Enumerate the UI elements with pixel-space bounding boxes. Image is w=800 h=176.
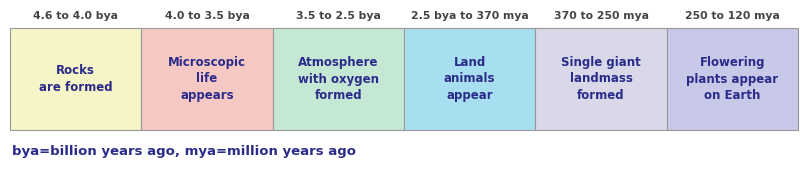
Text: 250 to 120 mya: 250 to 120 mya	[685, 11, 780, 21]
Bar	[404, 28, 535, 130]
Text: 4.0 to 3.5 bya: 4.0 to 3.5 bya	[165, 11, 250, 21]
Text: Land
animals
appear: Land animals appear	[444, 56, 495, 102]
Text: 4.6 to 4.0 bya: 4.6 to 4.0 bya	[33, 11, 118, 21]
Text: Rocks
are formed: Rocks are formed	[39, 64, 113, 94]
Bar	[273, 28, 404, 130]
Bar	[535, 28, 666, 130]
Bar	[666, 28, 798, 130]
Text: Microscopic
life
appears: Microscopic life appears	[168, 56, 246, 102]
Text: Single giant
landmass
formed: Single giant landmass formed	[561, 56, 641, 102]
Text: 2.5 bya to 370 mya: 2.5 bya to 370 mya	[410, 11, 529, 21]
Bar	[10, 28, 142, 130]
Bar	[142, 28, 273, 130]
Text: Flowering
plants appear
on Earth: Flowering plants appear on Earth	[686, 56, 778, 102]
Text: 370 to 250 mya: 370 to 250 mya	[554, 11, 649, 21]
Text: bya=billion years ago, mya=million years ago: bya=billion years ago, mya=million years…	[12, 146, 356, 159]
Text: 3.5 to 2.5 bya: 3.5 to 2.5 bya	[296, 11, 381, 21]
Text: Atmosphere
with oxygen
formed: Atmosphere with oxygen formed	[298, 56, 379, 102]
